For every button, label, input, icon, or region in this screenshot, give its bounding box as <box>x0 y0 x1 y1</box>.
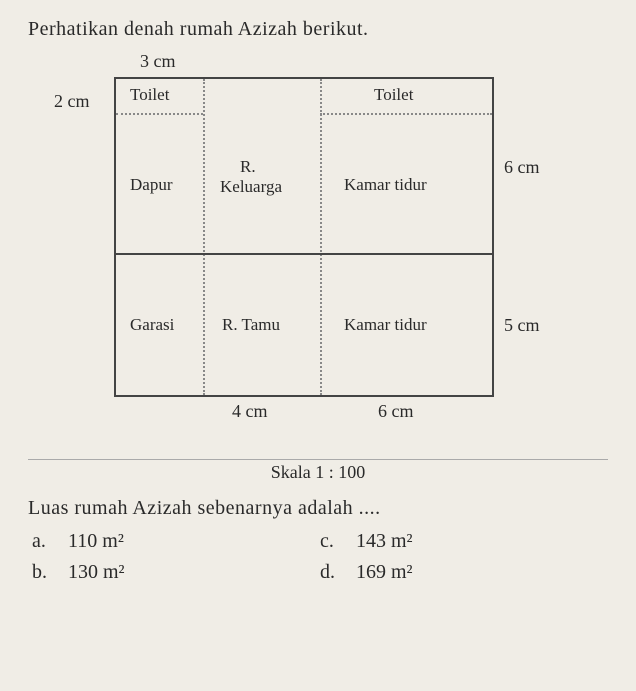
option-d-letter: d. <box>320 561 342 584</box>
option-b-letter: b. <box>32 561 54 584</box>
divider-toilet2 <box>320 113 492 115</box>
room-kamar1: Kamar tidur <box>344 175 427 195</box>
divider-v1 <box>203 79 205 395</box>
dim-bottom-6cm: 6 cm <box>378 401 414 422</box>
divider-h-main <box>116 253 492 255</box>
option-d-value: 169 m² <box>356 561 413 584</box>
scale-divider <box>28 459 608 460</box>
room-kamar2: Kamar tidur <box>344 315 427 335</box>
room-toilet2: Toilet <box>374 85 413 105</box>
option-b: b. 130 m² <box>32 561 320 584</box>
question-intro: Perhatikan denah rumah Azizah berikut. <box>28 18 608 41</box>
room-rtamu: R. Tamu <box>222 315 280 335</box>
option-d: d. 169 m² <box>320 561 608 584</box>
divider-v2 <box>320 79 322 395</box>
room-dapur: Dapur <box>130 175 172 195</box>
question-main: Luas rumah Azizah sebenarnya adalah .... <box>28 497 608 520</box>
room-rkeluarga-1: R. <box>240 157 256 177</box>
option-c-value: 143 m² <box>356 530 413 553</box>
option-b-value: 130 m² <box>68 561 125 584</box>
dim-left-2cm: 2 cm <box>54 91 90 112</box>
room-toilet1: Toilet <box>130 85 169 105</box>
dim-right-5cm: 5 cm <box>504 315 540 336</box>
option-a-letter: a. <box>32 530 54 553</box>
dim-right-6cm: 6 cm <box>504 157 540 178</box>
dim-top-3cm: 3 cm <box>140 51 176 72</box>
dim-bottom-4cm: 4 cm <box>232 401 268 422</box>
floor-plan: Toilet Toilet Dapur R. Keluarga Kamar ti… <box>114 77 494 397</box>
option-a: a. 110 m² <box>32 530 320 553</box>
room-garasi: Garasi <box>130 315 174 335</box>
option-c-letter: c. <box>320 530 342 553</box>
scale-label: Skala 1 : 100 <box>28 462 608 483</box>
room-rkeluarga-2: Keluarga <box>220 177 282 197</box>
divider-toilet1 <box>116 113 203 115</box>
options-grid: a. 110 m² c. 143 m² b. 130 m² d. 169 m² <box>32 530 608 584</box>
option-a-value: 110 m² <box>68 530 124 553</box>
option-c: c. 143 m² <box>320 530 608 553</box>
floor-plan-diagram: 3 cm 2 cm 6 cm 5 cm 4 cm 6 cm Toilet Toi… <box>28 51 588 451</box>
